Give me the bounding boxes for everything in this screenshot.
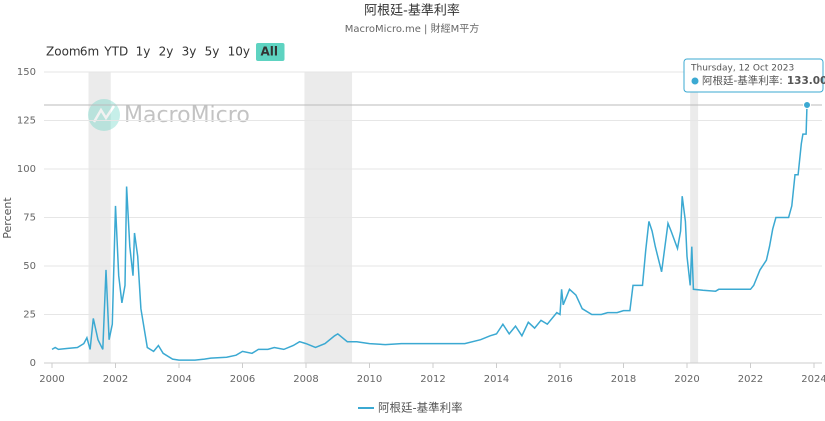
- y-tick-label: 150: [17, 67, 36, 78]
- range-button-label: 5y: [205, 45, 220, 59]
- range-button[interactable]: YTD: [103, 45, 128, 59]
- y-tick-label: 0: [30, 358, 36, 369]
- x-tick-label: 2010: [357, 374, 382, 385]
- x-tick-label: 2000: [39, 374, 64, 385]
- tooltip-value: 133.00: [787, 75, 825, 87]
- y-tick-label: 50: [23, 261, 36, 272]
- range-button-label: 3y: [182, 45, 197, 59]
- legend-label: 阿根廷-基準利率: [378, 401, 463, 415]
- range-button-bg: [256, 43, 285, 61]
- x-tick-label: 2020: [674, 374, 699, 385]
- watermark-icon: [88, 99, 120, 131]
- x-tick-label: 2006: [230, 374, 255, 385]
- range-button[interactable]: 6m: [80, 45, 99, 59]
- watermark: MacroMicro: [88, 99, 250, 131]
- range-button-label: YTD: [103, 45, 128, 59]
- hover-point: [803, 100, 812, 109]
- chart-subtitle: MacroMicro.me | 財經M平方: [345, 22, 479, 35]
- watermark-text: MacroMicro: [124, 103, 250, 128]
- range-button[interactable]: 10y: [228, 45, 250, 59]
- x-tick-label: 2022: [738, 374, 763, 385]
- range-button[interactable]: 2y: [159, 45, 174, 59]
- y-tick-label: 75: [23, 213, 36, 224]
- range-button[interactable]: 1y: [136, 45, 151, 59]
- y-tick-label: 100: [17, 164, 36, 175]
- range-button[interactable]: All: [256, 43, 285, 61]
- tooltip-date: Thursday, 12 Oct 2023: [690, 64, 794, 74]
- line: [51, 104, 808, 361]
- x-tick-label: 2018: [611, 374, 636, 385]
- x-tick-label: 2016: [547, 374, 572, 385]
- x-tick-label: 2024: [801, 374, 825, 385]
- tooltip-box: [683, 58, 824, 93]
- tooltip-text: 阿根廷-基準利率: 133.00: [702, 74, 825, 87]
- y-axis-label: Percent: [1, 197, 14, 239]
- zoom-label: Zoom: [46, 45, 81, 59]
- range-button-label: All: [260, 45, 278, 59]
- y-tick-label: 25: [23, 310, 36, 321]
- range-button[interactable]: 5y: [205, 45, 220, 59]
- range-button-label: 6m: [80, 45, 99, 59]
- x-tick-label: 2002: [103, 374, 128, 385]
- range-button-label: 10y: [228, 45, 250, 59]
- chart-title: 阿根廷-基準利率: [364, 3, 460, 19]
- y-tick-label: 125: [17, 116, 36, 127]
- x-tick-label: 2012: [420, 374, 445, 385]
- x-tick-label: 2014: [484, 374, 509, 385]
- tooltip-marker: [691, 77, 699, 85]
- x-tick-label: 2004: [166, 374, 191, 385]
- range-button[interactable]: 3y: [182, 45, 197, 59]
- x-tick-label: 2008: [293, 374, 318, 385]
- tooltip-series: 阿根廷-基準利率:: [702, 74, 783, 87]
- range-button-label: 2y: [159, 45, 174, 59]
- watermark-icon-mark: [92, 105, 116, 123]
- range-button-label: 1y: [136, 45, 151, 59]
